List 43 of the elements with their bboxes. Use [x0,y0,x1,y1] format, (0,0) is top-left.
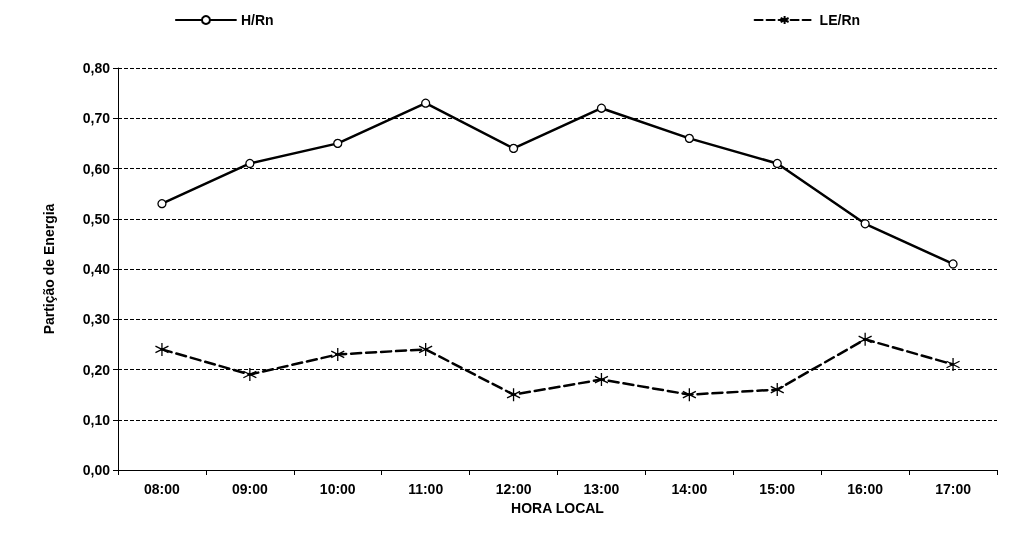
y-tick-label: 0,00 [82,462,111,478]
y-axis-title: Partição de Energia [41,203,57,335]
point [770,382,785,397]
point [330,347,345,362]
point [418,342,433,357]
x-tick-label: 13:00 [583,481,620,497]
y-tick-label: 0,20 [82,361,111,378]
x-tick-label: 09:00 [231,481,268,497]
point [682,387,697,402]
point [596,103,607,113]
point [772,158,782,169]
point [157,199,167,209]
y-tick-label: 0,70 [82,110,111,127]
x-tick-label: 17:00 [935,481,972,497]
x-tick-label: 16:00 [847,481,884,497]
x-axis-title: HORA LOCAL [511,499,605,516]
point [684,133,694,143]
legend-label: LE/Rn [819,12,861,28]
y-tick-label: 0,10 [82,411,111,428]
x-tick-label: 12:00 [495,481,532,497]
point [154,342,170,357]
x-tick-label: 10:00 [319,481,356,497]
x-tick-label: 14:00 [671,481,708,497]
point [242,367,257,382]
legend-label: H/Rn [240,12,274,28]
x-tick-label: 11:00 [408,481,444,497]
point [508,143,519,154]
y-tick-label: 0,60 [82,160,111,177]
point [945,357,961,372]
point [333,138,343,149]
point [948,259,958,269]
y-tick-label: 0,50 [82,210,111,227]
y-tick-label: 0,80 [82,60,111,76]
point [860,219,870,229]
x-tick-label: 15:00 [759,481,796,497]
point [421,98,431,108]
point [594,372,609,387]
point [858,332,873,347]
point [506,387,521,402]
y-tick-label: 0,40 [82,261,111,277]
y-tick-label: 0,30 [82,311,111,328]
point [245,158,255,169]
x-tick-label: 08:00 [144,481,181,497]
